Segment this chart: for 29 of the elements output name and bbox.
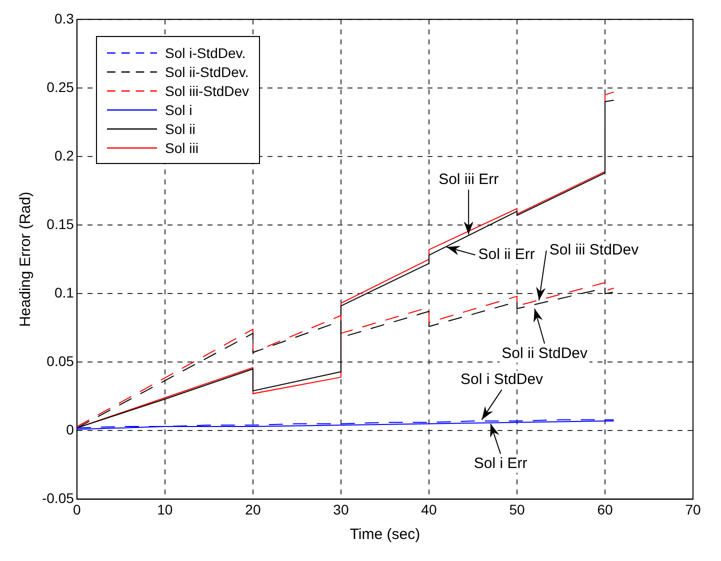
annotation: Sol iii Err [438,170,499,188]
annotation: Sol i Err [474,454,528,472]
x-tick-label: 50 [509,501,525,518]
legend-label: Sol iii [165,140,198,156]
legend-label: Sol ii [165,120,196,136]
y-axis-title: Heading Error (Rad) [17,192,34,327]
x-tick-label: 70 [685,501,701,518]
y-tick-label: 0.3 [54,10,74,26]
annotation: Sol i StdDev [460,370,544,388]
legend-label: Sol i [165,102,192,118]
x-tick-label: 20 [245,501,261,518]
y-tick-label: 0.25 [46,78,74,95]
annotation: Sol ii StdDev [502,344,588,362]
y-tick-label: 0.15 [46,216,74,232]
legend-label: Sol iii-StdDev [165,82,250,98]
y-tick-label: -0.05 [42,490,74,506]
x-axis-title: Time (sec) [350,526,420,544]
y-tick-label: 0.05 [46,352,74,369]
x-tick-label: 40 [421,501,437,518]
x-tick-label: 10 [157,501,173,518]
y-tick-label: 0.2 [54,147,74,164]
legend-label: Sol i-StdDev. [165,44,246,60]
legend-label: Sol ii-StdDev. [165,64,249,80]
annotation: Sol iii StdDev [549,242,640,259]
x-tick-label: 30 [333,501,349,518]
y-tick-label: 0.1 [54,284,74,300]
y-tick-label: 0 [66,422,74,438]
annotation: Sol ii Err [478,246,535,264]
x-tick-label: 60 [597,501,613,518]
